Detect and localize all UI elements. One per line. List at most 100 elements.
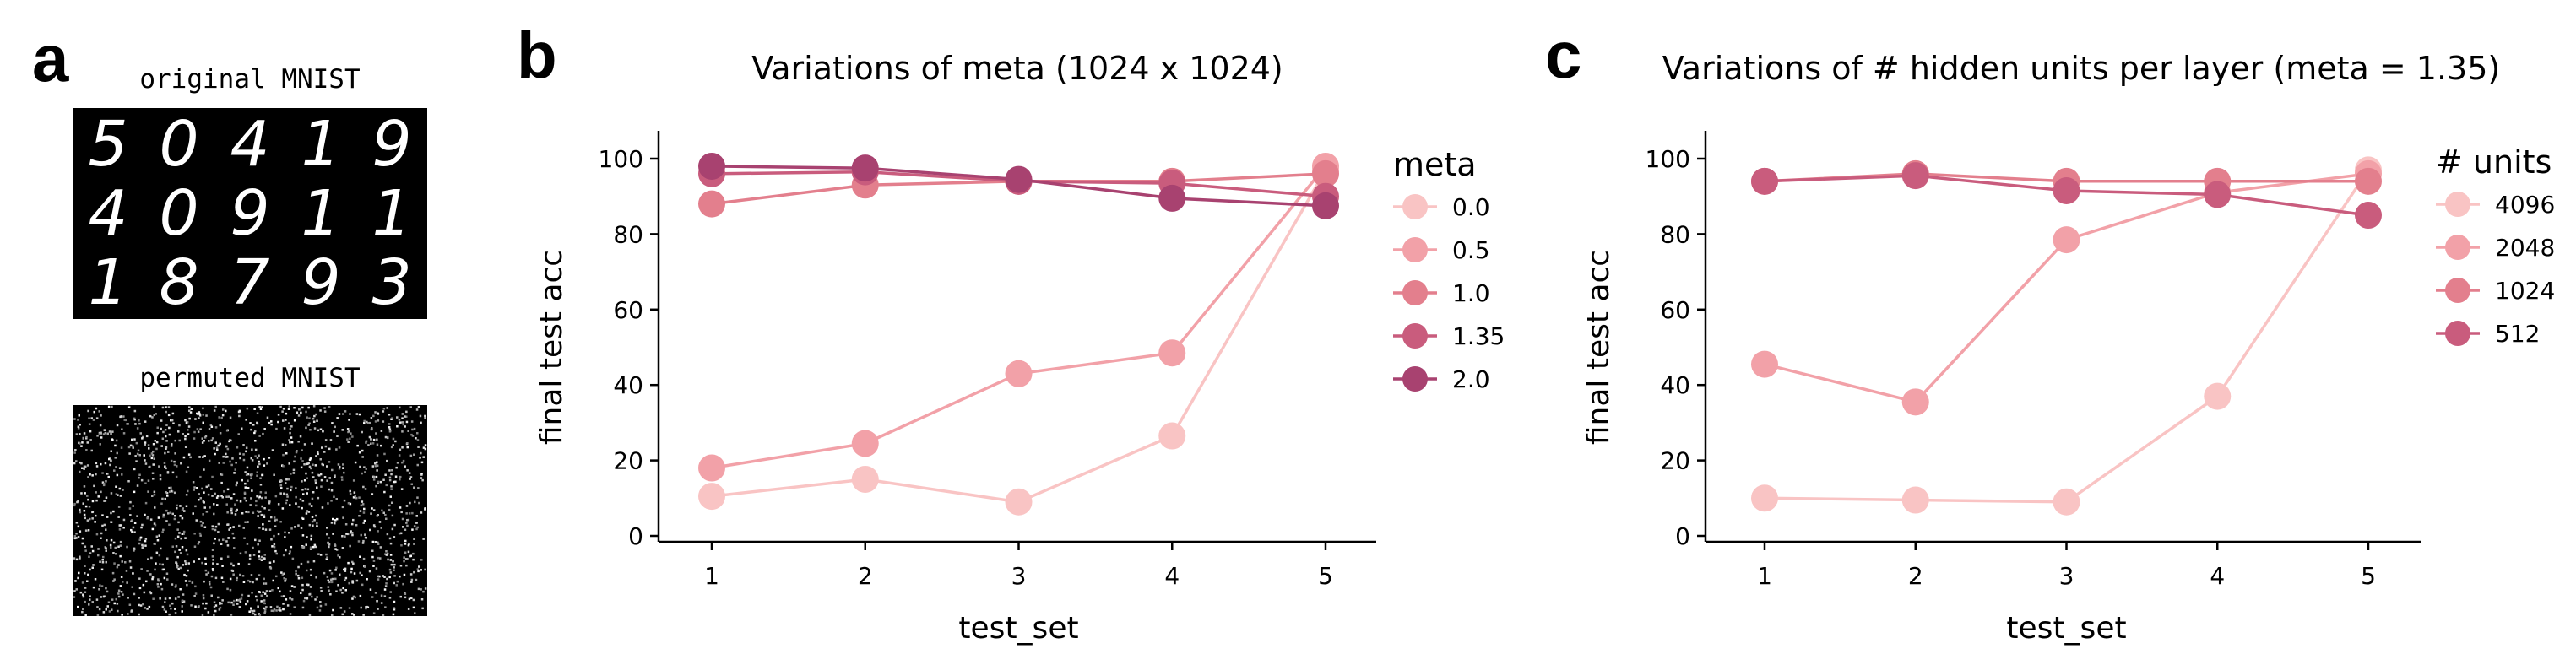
noise-pixel <box>173 517 176 521</box>
noise-pixel <box>383 595 387 597</box>
noise-pixel <box>126 581 128 584</box>
noise-pixel <box>406 558 409 560</box>
noise-pixel <box>404 539 407 543</box>
noise-pixel <box>149 592 153 595</box>
noise-pixel <box>388 423 391 425</box>
noise-pixel <box>350 530 352 533</box>
noise-pixel <box>246 466 249 469</box>
noise-pixel <box>84 516 86 520</box>
noise-pixel <box>328 488 330 491</box>
noise-pixel <box>378 575 381 578</box>
noise-pixel <box>262 527 264 530</box>
noise-pixel <box>245 446 248 449</box>
noise-pixel <box>177 430 180 433</box>
noise-pixel <box>210 439 213 442</box>
noise-pixel <box>326 556 328 559</box>
noise-pixel <box>138 603 140 607</box>
noise-pixel <box>243 497 247 500</box>
noise-pixel <box>382 575 384 577</box>
noise-pixel <box>263 554 266 556</box>
legend-label: 512 <box>2495 320 2540 348</box>
noise-pixel <box>82 436 84 440</box>
noise-pixel <box>399 475 402 478</box>
noise-pixel <box>328 589 330 592</box>
noise-pixel <box>320 590 323 592</box>
data-point <box>2053 488 2080 516</box>
noise-pixel <box>400 488 404 490</box>
noise-pixel <box>335 448 338 451</box>
noise-pixel <box>132 505 134 507</box>
noise-pixel <box>184 446 187 448</box>
noise-pixel <box>178 549 181 551</box>
noise-pixel <box>396 462 399 464</box>
x-tick-label: 3 <box>2059 562 2074 590</box>
noise-pixel <box>412 606 415 609</box>
noise-pixel <box>245 473 248 476</box>
legend-label: 0.0 <box>1452 193 1490 221</box>
noise-pixel <box>389 495 392 498</box>
noise-pixel <box>412 598 415 602</box>
noise-pixel <box>252 511 255 514</box>
noise-pixel <box>74 449 77 451</box>
noise-pixel <box>421 607 424 610</box>
noise-pixel <box>372 414 375 418</box>
noise-pixel <box>393 566 395 569</box>
noise-pixel <box>204 435 208 437</box>
noise-pixel <box>165 435 167 438</box>
noise-pixel <box>151 576 155 579</box>
noise-pixel <box>122 432 126 435</box>
noise-pixel <box>141 546 144 549</box>
noise-pixel <box>144 513 146 516</box>
noise-pixel <box>333 495 335 498</box>
noise-pixel <box>163 576 166 580</box>
noise-pixel <box>257 465 259 468</box>
noise-pixel <box>377 530 379 533</box>
legend-marker <box>1402 280 1428 305</box>
noise-pixel <box>328 581 331 584</box>
noise-pixel <box>376 469 378 472</box>
noise-pixel <box>80 445 83 447</box>
noise-pixel <box>249 473 252 476</box>
noise-pixel <box>289 613 292 615</box>
noise-pixel <box>244 482 247 485</box>
noise-pixel <box>164 597 167 600</box>
noise-pixel <box>216 504 219 506</box>
noise-pixel <box>280 595 284 597</box>
permuted-mnist-label: permuted MNIST <box>139 363 361 393</box>
noise-pixel <box>422 590 425 593</box>
noise-pixel <box>147 444 150 446</box>
noise-pixel <box>241 575 245 577</box>
noise-pixel <box>404 558 408 560</box>
noise-pixel <box>90 417 93 419</box>
noise-pixel <box>420 598 424 601</box>
noise-pixel <box>296 450 298 452</box>
noise-pixel <box>326 479 328 482</box>
noise-pixel <box>301 406 304 409</box>
noise-pixel <box>112 541 116 544</box>
noise-pixel <box>127 446 131 449</box>
noise-pixel <box>282 603 285 605</box>
noise-pixel <box>416 463 419 467</box>
noise-pixel <box>178 439 181 442</box>
noise-pixel <box>405 420 409 424</box>
noise-pixel <box>182 433 184 435</box>
noise-pixel <box>270 538 273 541</box>
noise-pixel <box>144 539 147 543</box>
noise-pixel <box>216 448 219 451</box>
noise-pixel <box>146 516 149 518</box>
noise-pixel <box>372 475 376 478</box>
noise-pixel <box>371 540 375 543</box>
data-point <box>2355 202 2382 230</box>
noise-pixel <box>133 409 137 413</box>
noise-pixel <box>258 558 261 560</box>
data-point <box>698 190 725 218</box>
noise-pixel <box>141 543 144 547</box>
noise-pixel <box>81 581 84 584</box>
noise-pixel <box>359 510 362 512</box>
noise-pixel <box>424 568 426 571</box>
mnist-digit: 1 <box>301 108 340 181</box>
noise-pixel <box>298 408 301 411</box>
noise-pixel <box>116 451 118 455</box>
legend-label: 2048 <box>2495 234 2555 262</box>
noise-pixel <box>268 502 271 505</box>
